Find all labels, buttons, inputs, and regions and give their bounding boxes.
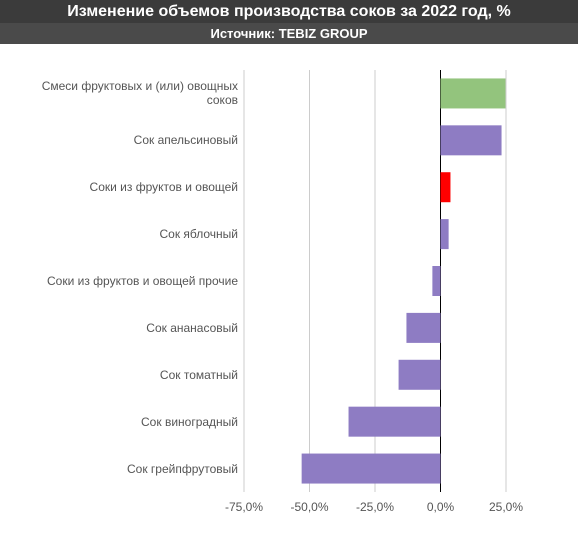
y-tick-label: Сок ананасовый — [146, 320, 238, 335]
y-tick-label: Сок виноградный — [141, 414, 238, 429]
x-tick-label: 25,0% — [489, 500, 523, 514]
y-tick-label: Сок яблочный — [159, 227, 238, 242]
bar — [440, 78, 506, 109]
y-tick-label: Сок грейпфрутовый — [127, 461, 238, 476]
y-tick-label: Сок апельсиновый — [133, 133, 238, 148]
bar — [398, 359, 441, 390]
y-tick-label: Смеси фруктовых и (или) овощных соков — [41, 79, 238, 108]
x-tick-label: -50,0% — [290, 500, 328, 514]
x-tick-label: 0,0% — [427, 500, 455, 514]
y-tick-label: Соки из фруктов и овощей прочие — [47, 274, 238, 288]
bar — [406, 312, 441, 343]
x-tick-label: -75,0% — [225, 500, 263, 514]
bar — [440, 219, 449, 250]
y-tick-label: Сок томатный — [159, 367, 238, 382]
bar — [348, 406, 441, 437]
bar — [301, 453, 441, 484]
bar — [440, 125, 502, 156]
x-tick-label: -25,0% — [356, 500, 394, 514]
chart-subtitle: Источник: TEBIZ GROUP — [0, 23, 578, 44]
bar — [432, 266, 441, 296]
chart-title: Изменение объемов производства соков за … — [0, 0, 578, 23]
bar — [440, 172, 451, 203]
y-tick-label: Соки из фруктов и овощей — [89, 180, 238, 195]
